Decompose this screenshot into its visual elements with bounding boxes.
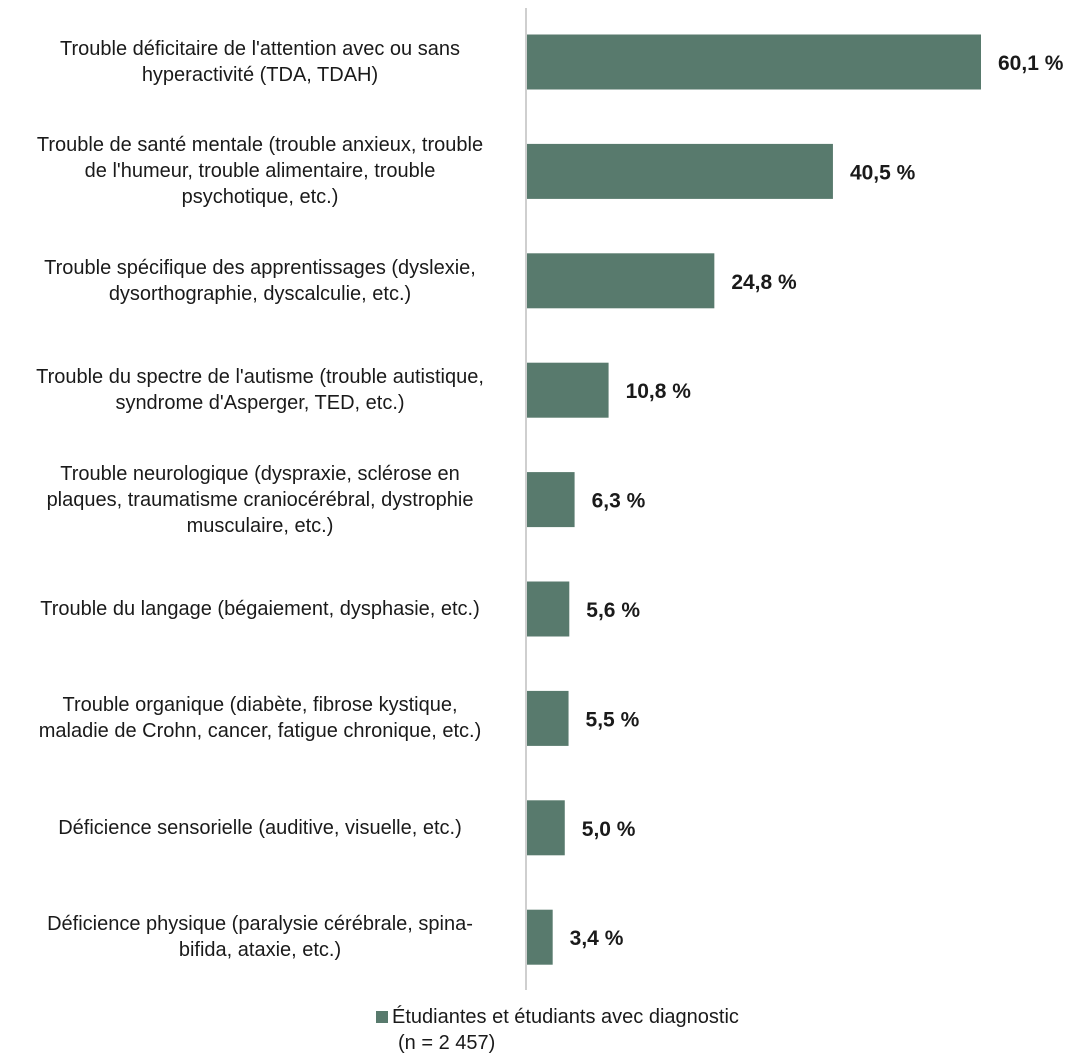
category-label-line: bifida, ataxie, etc.): [178, 939, 342, 962]
bar-chart: 60,1 % 40,5 % 24,8 % 10,8 % 6,3 % 5,6 % 5,5 % 5…: [525, 8, 1064, 990]
bar: [527, 581, 570, 637]
category-label-line: Trouble du spectre de l'autisme (trouble…: [36, 366, 484, 389]
category-label: Déficience physique (paralysie cérébrale…: [0, 911, 520, 963]
category-label-line: Trouble de santé mentale (trouble anxieu…: [36, 134, 484, 157]
category-label-line: Déficience physique (paralysie cérébrale…: [47, 913, 473, 936]
bar: [527, 143, 833, 199]
category-label-line: Trouble du langage (bégaiement, dysphasi…: [40, 598, 480, 620]
category-label-line: Trouble spécifique des apprentissages (d…: [44, 256, 476, 279]
data-label: 60,1 %: [998, 52, 1064, 75]
category-label: Trouble neurologique (dyspraxie, scléros…: [0, 461, 520, 539]
data-label: 3,4 %: [570, 927, 624, 950]
bar: [527, 800, 565, 856]
category-label-line: syndrome d'Asperger, TED, etc.): [115, 392, 405, 415]
category-label-line: de l'humeur, trouble alimentaire, troubl…: [84, 160, 436, 183]
category-label-line: hyperactivité (TDA, TDAH): [141, 64, 379, 86]
bar: [527, 253, 715, 309]
data-label: 40,5 %: [850, 161, 916, 184]
data-label: 5,0 %: [582, 818, 636, 841]
category-label: Déficience sensorielle (auditive, visuel…: [0, 815, 520, 841]
category-label-line: Trouble organique (diabète, fibrose kyst…: [62, 694, 458, 717]
category-label: Trouble déficitaire de l'attention avec …: [0, 36, 520, 88]
bar: [527, 472, 575, 528]
category-label-line: Trouble neurologique (dyspraxie, scléros…: [60, 462, 460, 485]
legend: Étudiantes et étudiants avec diagnostic …: [376, 1004, 739, 1056]
category-label-line: Trouble déficitaire de l'attention avec …: [60, 38, 460, 60]
data-label: 24,8 %: [731, 271, 797, 294]
category-label-line: musculaire, etc.): [186, 514, 334, 537]
data-label: 5,6 %: [586, 599, 640, 622]
category-label-line: maladie de Crohn, cancer, fatigue chroni…: [38, 720, 482, 743]
category-label: Trouble du langage (bégaiement, dysphasi…: [0, 596, 520, 622]
legend-label-line2: (n = 2 457): [398, 1032, 496, 1054]
category-label-line: Déficience sensorielle (auditive, visuel…: [58, 816, 462, 839]
legend-swatch: [376, 1011, 388, 1023]
category-label-line: dysorthographie, dyscalculie, etc.): [108, 282, 412, 305]
category-label-line: psychotique, etc.): [181, 186, 339, 209]
bar: [527, 34, 981, 90]
legend-label-line1: Étudiantes et étudiants avec diagnostic: [392, 1006, 739, 1028]
data-label: 5,5 %: [586, 708, 640, 731]
bar: [527, 909, 553, 965]
data-label: 10,8 %: [626, 380, 692, 403]
data-label: 6,3 %: [592, 490, 646, 513]
bar: [527, 690, 569, 746]
category-label: Trouble de santé mentale (trouble anxieu…: [0, 132, 520, 210]
category-label-line: plaques, traumatisme craniocérébral, dys…: [46, 488, 474, 511]
bar: [527, 362, 609, 418]
category-label: Trouble spécifique des apprentissages (d…: [0, 255, 520, 307]
category-label: Trouble organique (diabète, fibrose kyst…: [0, 692, 520, 744]
category-label: Trouble du spectre de l'autisme (trouble…: [0, 364, 520, 416]
